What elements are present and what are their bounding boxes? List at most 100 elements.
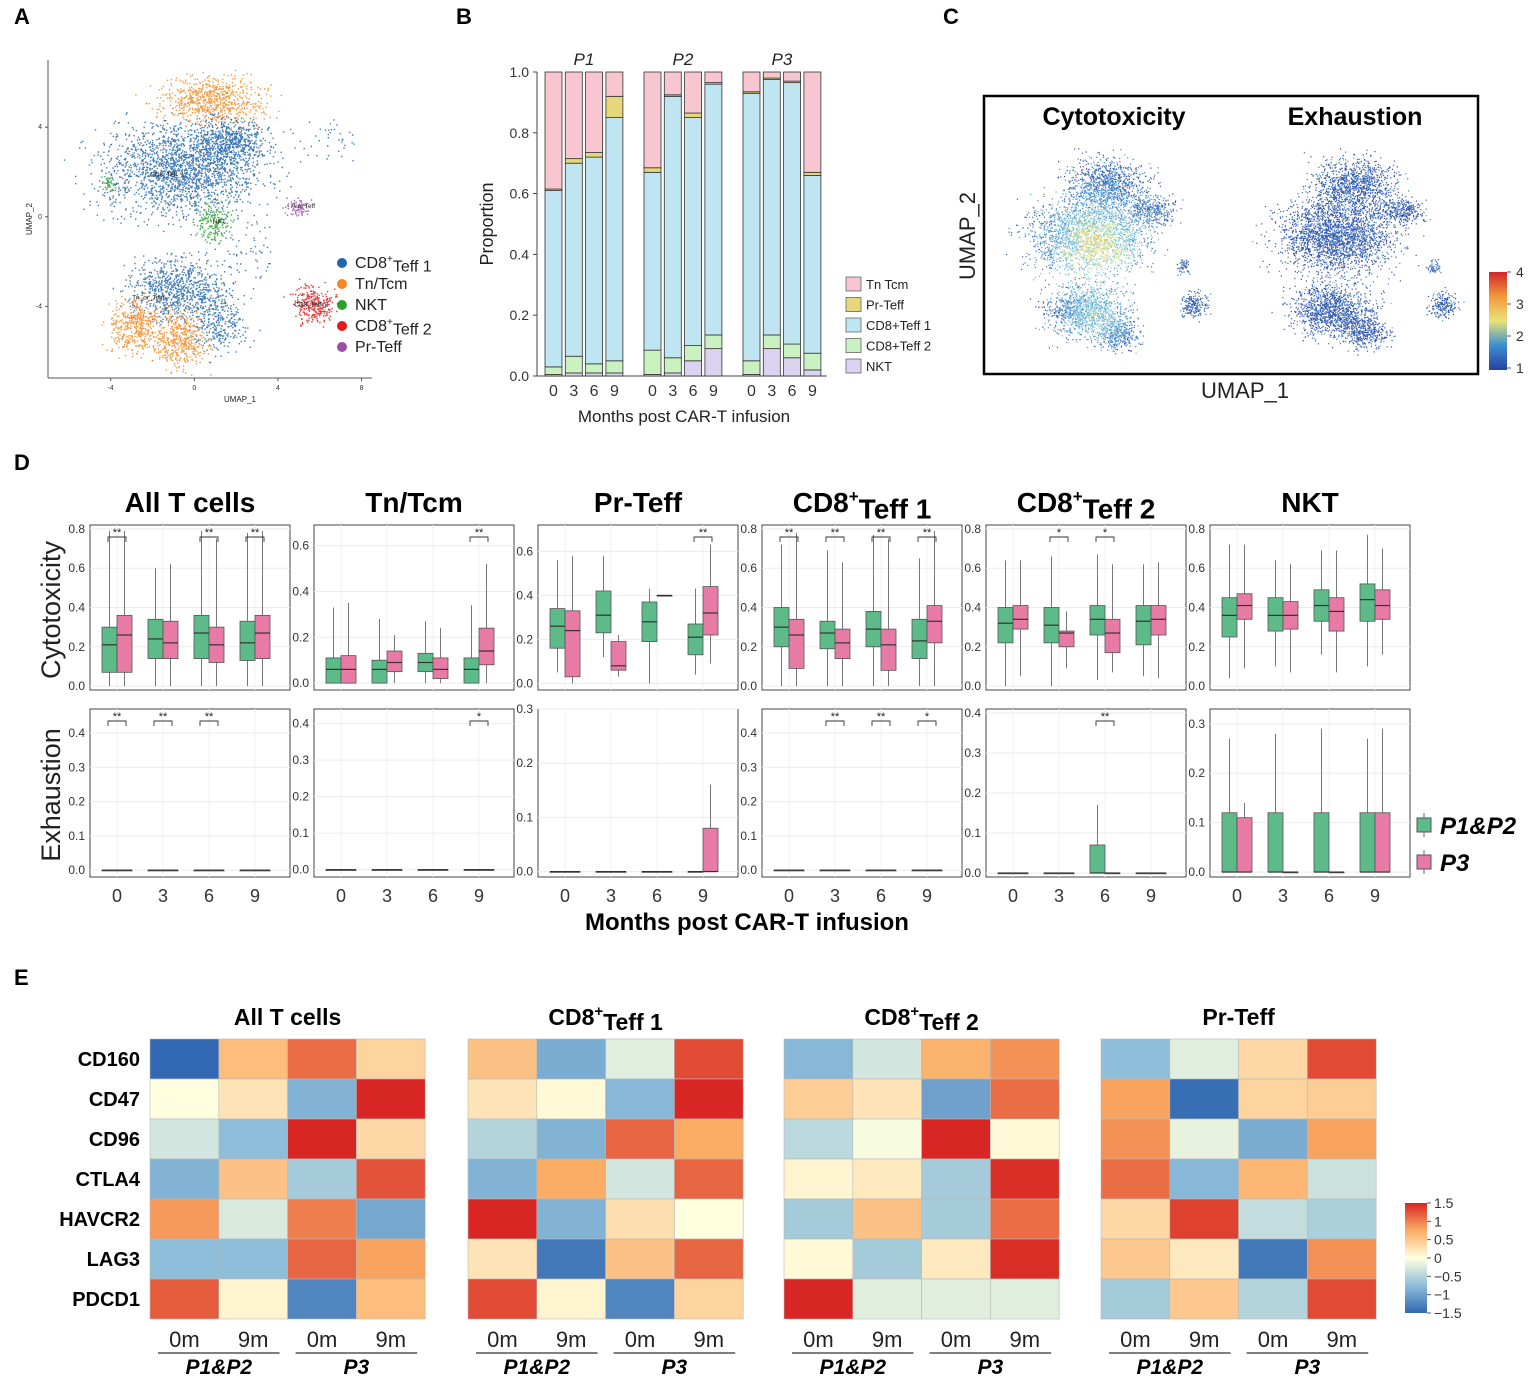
d-box xyxy=(911,618,928,659)
d-sig-label: * xyxy=(477,711,482,723)
d-box xyxy=(1089,605,1106,636)
b-bar-segment xyxy=(564,355,583,374)
e-heatmap-title: Pr-Teff xyxy=(1202,1004,1275,1030)
a-legend-label: CD8+Teff 1 xyxy=(355,254,432,276)
e-heatmap-cell xyxy=(990,1038,1060,1080)
b-x-tick-label: 0 xyxy=(549,383,558,400)
d-y-tick-label: 0.2 xyxy=(740,795,757,809)
e-heatmap-cell xyxy=(674,1038,744,1080)
a-y-tick-label: -4 xyxy=(36,303,42,310)
e-colorbar-label: 0 xyxy=(1434,1250,1442,1266)
e-heatmap-cell xyxy=(1238,1198,1308,1240)
d-x-tick-label: 0 xyxy=(1232,886,1242,906)
c-colorbar xyxy=(1489,272,1507,370)
d-box xyxy=(926,605,943,644)
d-y-tick-label: 0.0 xyxy=(740,863,757,877)
c-colorbar-label: 2 xyxy=(1516,328,1524,344)
b-bar-segment xyxy=(803,171,822,176)
b-bar-segment xyxy=(684,360,702,377)
panel-label-e: E xyxy=(14,965,29,990)
e-heatmap-cell xyxy=(852,1198,922,1240)
b-bar-segment xyxy=(762,79,781,336)
b-legend-swatch xyxy=(845,297,862,312)
e-heatmap-cell xyxy=(1307,1078,1377,1120)
e-col-label: 0m xyxy=(169,1327,200,1352)
e-heatmap-cell xyxy=(149,1078,220,1120)
e-colorbar-label: −0.5 xyxy=(1434,1268,1462,1284)
d-box xyxy=(834,628,851,659)
e-heatmap-cell xyxy=(990,1238,1060,1280)
e-heatmap-cell xyxy=(287,1238,357,1280)
e-heatmap-cell xyxy=(1238,1038,1308,1080)
c-score-points xyxy=(1256,148,1461,356)
d-box xyxy=(432,657,449,679)
d-y-tick-label: 0.3 xyxy=(1188,717,1205,731)
e-heatmap-cell xyxy=(356,1158,426,1200)
e-heatmap-cell xyxy=(674,1158,744,1200)
e-heatmap-cell xyxy=(356,1198,426,1240)
d-y-tick-label: 0.2 xyxy=(516,756,533,770)
e-heatmap-cell xyxy=(1100,1278,1171,1320)
d-sig-label: ** xyxy=(877,711,886,723)
e-row-label: CD96 xyxy=(89,1129,140,1151)
a-cluster-label: NKT xyxy=(213,218,226,225)
d-x-tick-label: 0 xyxy=(784,886,794,906)
d-box xyxy=(1267,812,1284,873)
b-bar-segment xyxy=(803,369,822,377)
a-cluster-label: Tn_or_Tcm xyxy=(132,295,165,302)
e-col-label: 9m xyxy=(694,1327,725,1352)
e-heatmap-cell xyxy=(674,1118,744,1160)
a-cluster-points xyxy=(190,282,261,364)
b-bar-segment xyxy=(605,372,624,377)
d-box xyxy=(463,657,480,684)
a-cluster-points xyxy=(135,69,283,134)
e-group-label: P3 xyxy=(1295,1356,1321,1379)
e-col-label: 0m xyxy=(941,1327,972,1352)
d-row-label: Exhaustion xyxy=(36,728,66,862)
e-heatmap-cell xyxy=(467,1238,538,1280)
e-heatmap-cell xyxy=(218,1158,288,1200)
e-heatmap-cell xyxy=(1238,1278,1308,1320)
d-panel-frame xyxy=(313,708,515,878)
e-heatmap-cell xyxy=(921,1078,991,1120)
a-legend-label: NKT xyxy=(355,297,387,314)
e-heatmap-cell xyxy=(149,1158,220,1200)
d-sig-bracket xyxy=(199,536,219,542)
a-cluster-points xyxy=(282,197,313,217)
d-box xyxy=(997,607,1014,644)
e-group-label: P3 xyxy=(978,1356,1004,1379)
e-row-label: CTLA4 xyxy=(76,1169,141,1191)
d-y-tick-label: 0.0 xyxy=(68,863,85,877)
e-heatmap-cell xyxy=(356,1278,426,1320)
d-box xyxy=(1150,605,1167,636)
c-score-points xyxy=(1043,198,1149,341)
d-box xyxy=(116,614,133,673)
b-legend-swatch xyxy=(845,317,862,333)
e-heatmap-cell xyxy=(149,1118,220,1160)
d-box xyxy=(254,614,271,659)
e-heatmap-cell xyxy=(467,1078,538,1120)
e-heatmap-cell xyxy=(1238,1238,1308,1280)
d-sig-label: ** xyxy=(785,527,794,539)
b-bar-segment xyxy=(544,190,563,368)
d-y-tick-label: 0.2 xyxy=(516,632,533,646)
d-sig-bracket xyxy=(825,536,845,542)
d-sig-label: ** xyxy=(1101,711,1110,723)
d-x-tick-label: 9 xyxy=(1146,886,1156,906)
d-y-tick-label: 0.2 xyxy=(1188,766,1205,780)
d-y-tick-label: 0.1 xyxy=(1188,816,1205,830)
e-group-label: P3 xyxy=(662,1356,688,1379)
e-heatmap-cell xyxy=(287,1038,357,1080)
d-y-tick-label: 0.8 xyxy=(68,522,85,536)
e-heatmap-cell xyxy=(1307,1278,1377,1320)
b-bar-segment xyxy=(564,71,583,160)
d-y-tick-label: 0.0 xyxy=(1188,865,1205,879)
d-row-label: Cytotoxicity xyxy=(36,540,66,679)
d-x-tick-label: 6 xyxy=(428,886,438,906)
b-x-tick-label: 6 xyxy=(689,383,698,400)
d-y-tick-label: 0.8 xyxy=(740,522,757,536)
e-heatmap-cell xyxy=(1307,1198,1377,1240)
a-legend-swatch xyxy=(337,342,347,352)
e-heatmap-cell xyxy=(783,1238,854,1280)
d-sig-label: * xyxy=(1103,527,1108,539)
